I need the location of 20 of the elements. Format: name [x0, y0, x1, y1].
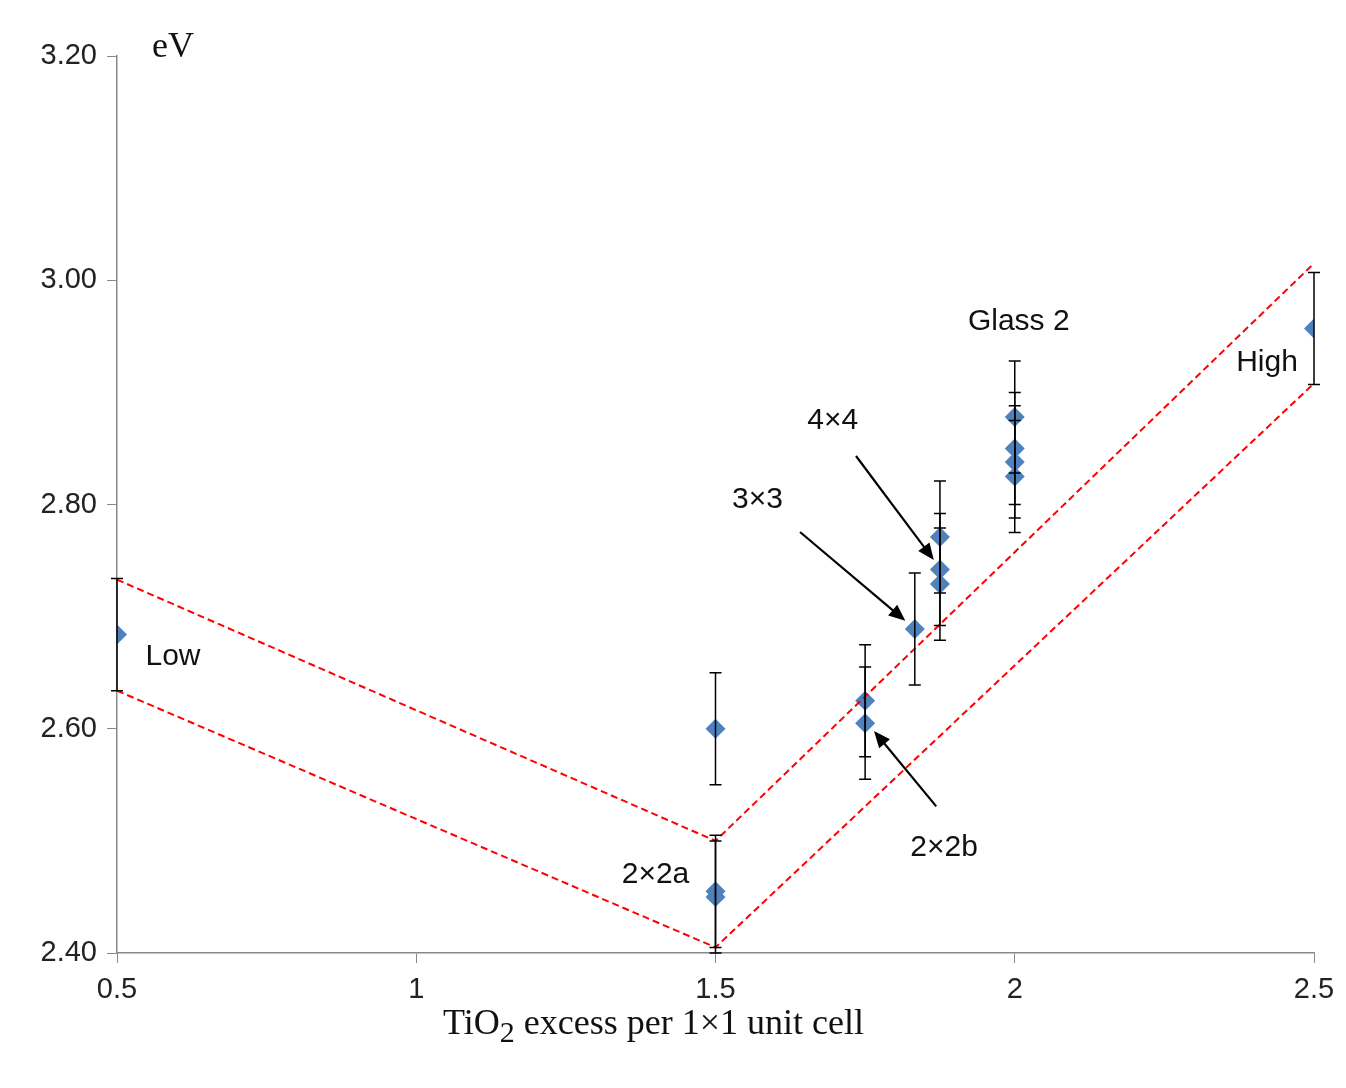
x-tick-label: 1.5: [695, 972, 736, 1005]
x-tick-label: 1: [408, 972, 425, 1005]
point: [705, 718, 726, 739]
x-axis-title: TiO$_{2}$ excess per 1×1 unit cell: [442, 1002, 865, 1049]
y-tick-label: 3.20: [40, 38, 97, 70]
y-tick-label: 2.40: [40, 935, 97, 967]
annotation: 2×2a: [621, 856, 690, 890]
x-tick-label: 2: [1006, 972, 1023, 1005]
y-axis-title: eV: [152, 25, 194, 65]
annotation: High: [1236, 343, 1298, 377]
y-tick-label: 2.60: [40, 710, 97, 743]
annotation: Low: [145, 637, 201, 671]
x-tick-label: 0.5: [96, 972, 138, 1005]
annotation: 2×2b: [910, 829, 978, 863]
annotation: 4×4: [807, 402, 859, 436]
y-tick-label: 2.80: [40, 486, 97, 519]
y-tick-label: 3.00: [40, 262, 97, 295]
annotation: 3×3: [731, 481, 783, 515]
annotation: Glass 2: [967, 303, 1070, 337]
x-tick-label: 2.5: [1293, 972, 1335, 1005]
